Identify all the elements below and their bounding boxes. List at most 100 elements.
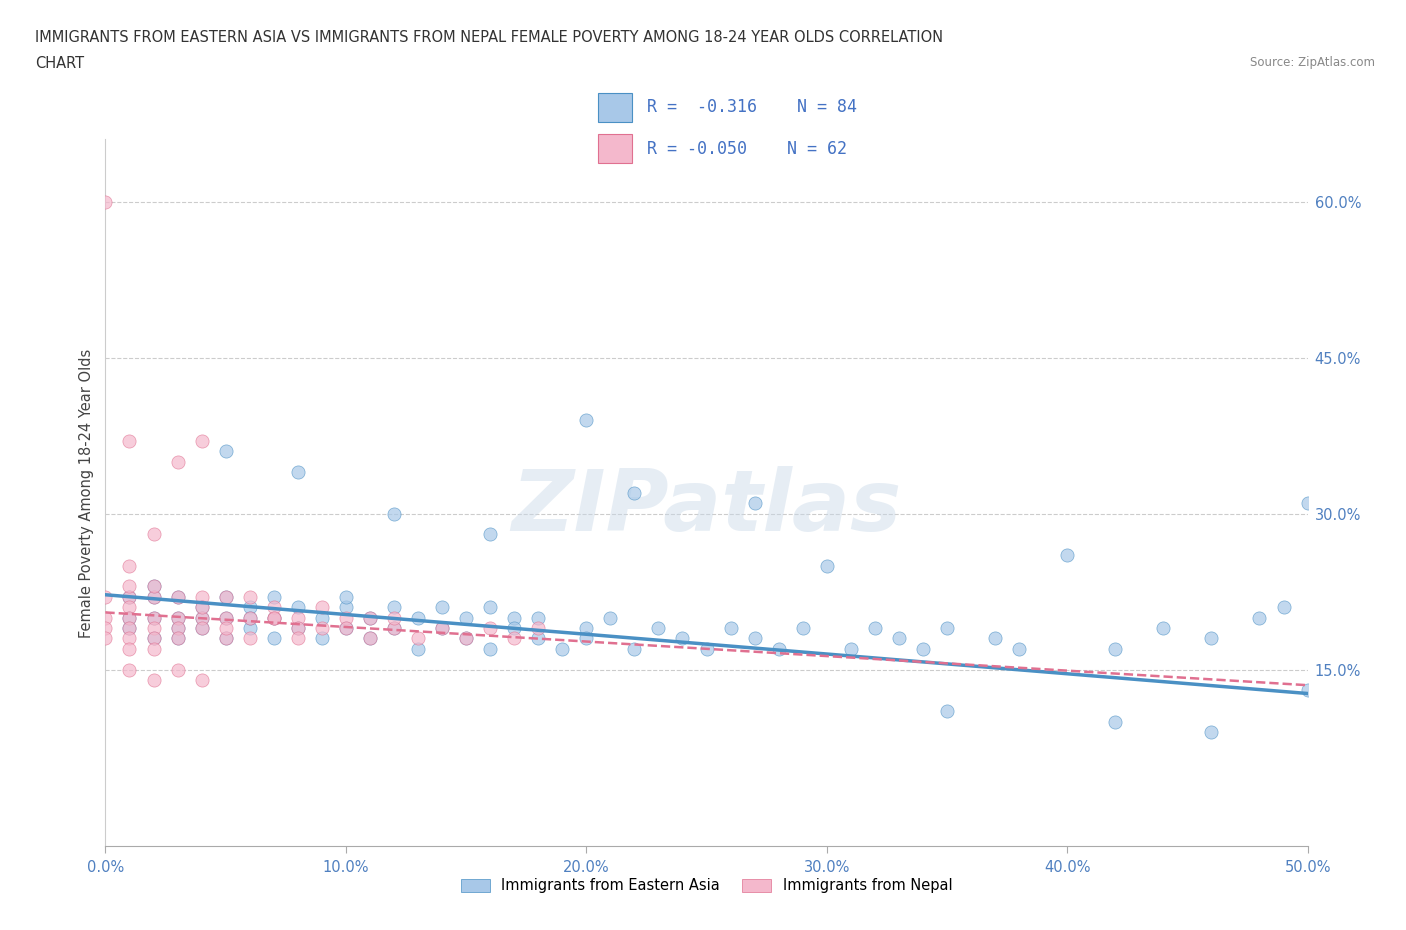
Point (118, 662, 141, 677)
Point (720, 620, 742, 635)
Point (527, 620, 550, 635)
Point (190, 590, 212, 604)
Point (94, 194, 117, 209)
Point (792, 620, 814, 635)
Point (454, 631, 477, 645)
Point (1296, 496, 1319, 511)
Legend: Immigrants from Eastern Asia, Immigrants from Nepal: Immigrants from Eastern Asia, Immigrants… (454, 872, 959, 899)
Point (190, 672, 212, 687)
Point (527, 610, 550, 625)
Point (239, 620, 262, 635)
Point (166, 620, 188, 635)
Point (863, 620, 886, 635)
Point (214, 590, 236, 604)
Point (166, 631, 188, 645)
Point (142, 631, 165, 645)
Point (359, 631, 381, 645)
Point (263, 631, 285, 645)
Point (623, 642, 645, 657)
Point (382, 506, 405, 521)
Point (382, 620, 405, 635)
Point (406, 642, 429, 657)
Point (551, 642, 574, 657)
Point (984, 631, 1007, 645)
Point (190, 600, 212, 615)
Point (142, 579, 165, 594)
Point (142, 620, 165, 635)
Point (118, 579, 141, 594)
Point (382, 600, 405, 615)
Point (142, 579, 165, 594)
Point (166, 620, 188, 635)
Point (454, 610, 477, 625)
Point (647, 620, 669, 635)
Point (406, 631, 429, 645)
Point (911, 642, 934, 657)
Point (142, 672, 165, 687)
Point (311, 600, 333, 615)
Bar (599, 134, 631, 164)
Point (214, 631, 236, 645)
Point (1152, 620, 1174, 635)
Point (166, 610, 188, 625)
Point (479, 620, 502, 635)
Point (263, 610, 285, 625)
Point (287, 620, 309, 635)
Point (839, 642, 862, 657)
Point (287, 620, 309, 635)
Point (503, 610, 526, 625)
Point (142, 642, 165, 657)
Point (503, 620, 526, 635)
Text: ZIPatlas: ZIPatlas (512, 466, 901, 549)
Point (239, 600, 262, 615)
Text: CHART: CHART (35, 56, 84, 71)
Point (239, 610, 262, 625)
Point (1104, 714, 1126, 729)
Point (166, 631, 188, 645)
Point (166, 454, 188, 469)
Point (1249, 610, 1271, 625)
Point (575, 620, 598, 635)
Point (1104, 642, 1126, 657)
Point (214, 590, 236, 604)
Bar (599, 93, 631, 122)
Point (94, 610, 117, 625)
Point (263, 610, 285, 625)
Point (335, 590, 357, 604)
Point (311, 620, 333, 635)
Point (936, 704, 959, 719)
Point (287, 610, 309, 625)
Point (118, 433, 141, 448)
Point (382, 620, 405, 635)
Point (287, 631, 309, 645)
Point (239, 590, 262, 604)
Point (118, 610, 141, 625)
Point (94, 620, 117, 635)
Point (599, 610, 621, 625)
Point (190, 600, 212, 615)
Point (118, 620, 141, 635)
Point (94, 590, 117, 604)
Point (430, 620, 453, 635)
Point (118, 620, 141, 635)
Point (382, 610, 405, 625)
Point (239, 631, 262, 645)
Text: Source: ZipAtlas.com: Source: ZipAtlas.com (1250, 56, 1375, 69)
Point (166, 610, 188, 625)
Point (623, 485, 645, 500)
Point (214, 620, 236, 635)
Point (166, 590, 188, 604)
Point (671, 631, 693, 645)
Point (359, 610, 381, 625)
Point (744, 496, 766, 511)
Point (287, 600, 309, 615)
Point (263, 600, 285, 615)
Point (1296, 683, 1319, 698)
Point (263, 590, 285, 604)
Point (190, 620, 212, 635)
Point (118, 642, 141, 657)
Point (359, 631, 381, 645)
Text: IMMIGRANTS FROM EASTERN ASIA VS IMMIGRANTS FROM NEPAL FEMALE POVERTY AMONG 18-24: IMMIGRANTS FROM EASTERN ASIA VS IMMIGRAN… (35, 30, 943, 45)
Point (575, 413, 598, 428)
Point (575, 631, 598, 645)
